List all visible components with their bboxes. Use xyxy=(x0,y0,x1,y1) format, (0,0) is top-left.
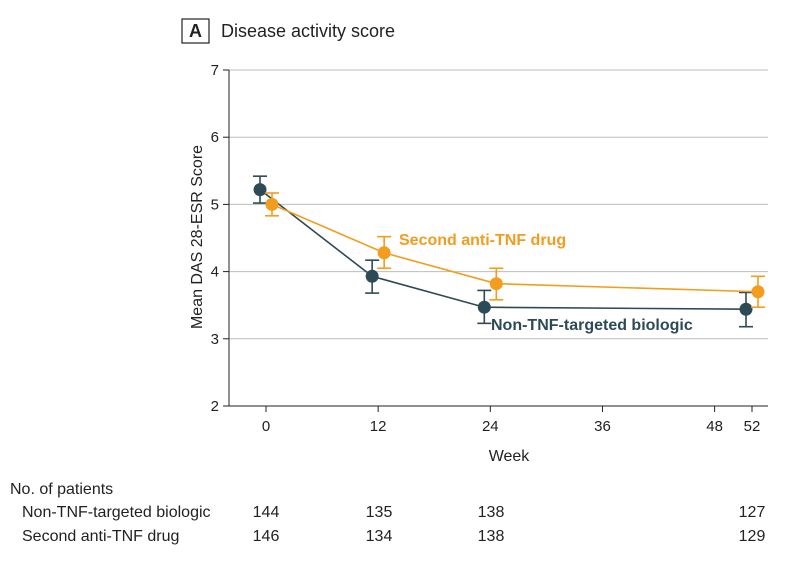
y-tick-label: 2 xyxy=(211,398,219,415)
y-tick-label: 6 xyxy=(211,129,219,146)
y-tick-label: 4 xyxy=(211,264,219,281)
patients-table: No. of patients Non-TNF-targeted biologi… xyxy=(10,481,765,545)
x-tick-label: 52 xyxy=(744,418,761,435)
x-tick-label: 48 xyxy=(706,418,723,435)
data-point xyxy=(365,269,379,283)
data-point xyxy=(253,183,267,197)
series-line xyxy=(259,188,747,311)
patients-row-label: Second anti-TNF drug xyxy=(22,528,179,545)
patients-count: 127 xyxy=(739,504,766,521)
series-line xyxy=(271,203,759,293)
panel-letter: A xyxy=(189,21,202,41)
patients-count: 138 xyxy=(478,528,505,545)
data-point xyxy=(739,302,753,316)
data-point xyxy=(377,246,391,260)
y-axis-title: Mean DAS 28-ESR Score xyxy=(189,145,206,329)
series-labels: Non-TNF-targeted biologic Second anti-TNF… xyxy=(399,232,693,334)
data-point xyxy=(489,277,503,291)
series-label: Non-TNF-targeted biologic xyxy=(491,317,693,334)
data-point xyxy=(751,285,765,299)
x-axis-title: Week xyxy=(489,448,531,465)
patients-count: 138 xyxy=(478,504,505,521)
series-label: Second anti-TNF drug xyxy=(399,232,566,249)
x-tick-label: 12 xyxy=(370,418,387,435)
gridlines xyxy=(229,69,768,340)
data-point xyxy=(265,197,279,211)
patients-table-header: No. of patients xyxy=(10,481,113,498)
series-non-tnf xyxy=(253,175,753,328)
patients-count: 146 xyxy=(253,528,280,545)
y-tick-label: 5 xyxy=(211,196,219,213)
patients-count: 144 xyxy=(253,504,280,521)
patients-count: 135 xyxy=(366,504,393,521)
panel-title: Disease activity score xyxy=(221,21,395,41)
patients-count: 134 xyxy=(366,528,393,545)
x-tick-label: 0 xyxy=(262,418,270,435)
patients-row-label: Non-TNF-targeted biologic xyxy=(22,504,211,521)
series-layer xyxy=(253,175,765,328)
axes: 2 3 4 5 6 7 0 12 24 36 48 52 xyxy=(211,62,768,435)
x-tick-label: 36 xyxy=(594,418,611,435)
patients-count: 129 xyxy=(739,528,766,545)
y-tick-label: 7 xyxy=(211,62,219,79)
panel-letter-box xyxy=(181,18,210,44)
y-tick-label: 3 xyxy=(211,331,219,348)
series-anti-tnf xyxy=(265,192,765,309)
data-point xyxy=(477,300,491,314)
x-tick-label: 24 xyxy=(482,418,499,435)
